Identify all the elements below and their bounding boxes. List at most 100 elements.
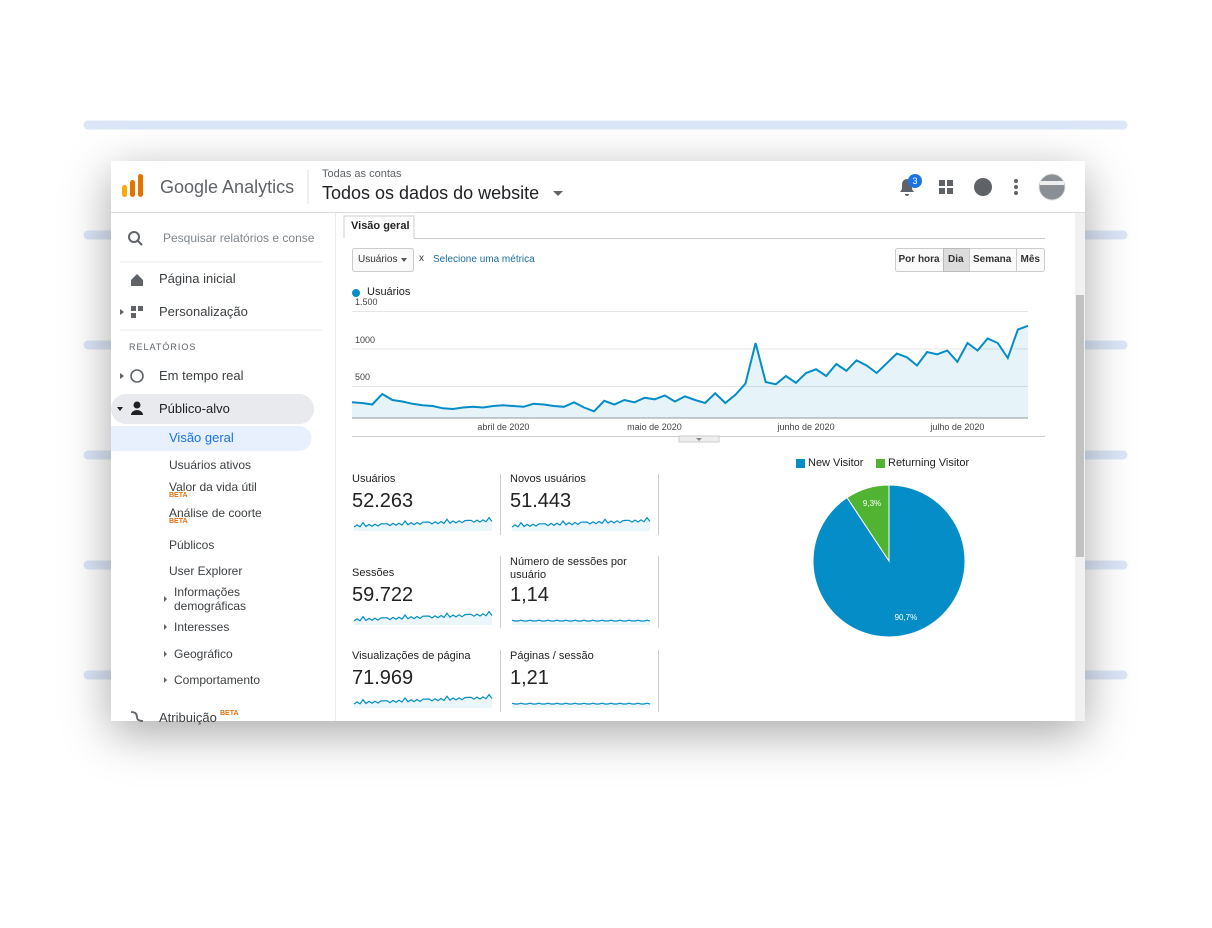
metric-dropdown[interactable] (352, 248, 414, 272)
line (351, 324, 1029, 413)
metric-label: Páginas / sessão (510, 650, 594, 663)
breadcrumb[interactable]: Todas as contas (322, 168, 402, 181)
sparkline (511, 516, 651, 528)
legend-dot (352, 289, 360, 297)
more-icon[interactable] (1014, 179, 1018, 195)
attribution-icon (130, 711, 144, 722)
section-label: RELATÓRIOS (129, 341, 197, 352)
metric-value: 71.969 (352, 667, 414, 689)
nav-item[interactable]: Informações demográficas (174, 585, 247, 614)
legend-swatch (796, 459, 805, 468)
search-icon (137, 240, 143, 246)
sparkline-fill (354, 517, 492, 531)
nav-item[interactable]: Geográfico (174, 646, 233, 661)
metric-value: 59.722 (352, 584, 414, 606)
logo (130, 180, 135, 197)
nav-item[interactable]: Público-alvo (159, 401, 230, 417)
metric-value: 51.443 (510, 490, 572, 512)
search-icon[interactable] (128, 231, 140, 243)
period-button[interactable]: Por hora (898, 254, 940, 265)
help-icon[interactable] (974, 178, 992, 196)
search-input[interactable]: Pesquisar relatórios e conse (163, 230, 315, 245)
period-button[interactable]: Dia (948, 254, 964, 265)
beta-badge: BETA (220, 709, 239, 717)
add-metric[interactable]: Selecione uma métrica (433, 254, 535, 265)
nav-item[interactable]: Comportamento (174, 672, 261, 687)
clock-icon (130, 369, 144, 383)
slice-label: 90,7% (894, 612, 918, 622)
logo (122, 185, 127, 197)
nav-item[interactable]: Visão geral (169, 430, 234, 446)
nav-item[interactable]: Página inicial (159, 271, 236, 287)
metric-label: Novos usuários (510, 473, 586, 486)
metric-label: Visualizações de página (352, 650, 471, 663)
sparkline (353, 516, 493, 528)
tile-dividers (500, 474, 659, 712)
pie-slice (846, 484, 890, 563)
nav-item[interactable]: Análise de coorte (169, 505, 262, 520)
y-tick-label: 500 (355, 372, 371, 383)
brand: Google Analytics (160, 177, 295, 198)
nav-item[interactable]: Atribuição (159, 710, 217, 726)
apps-icon[interactable] (939, 180, 953, 194)
selected-item[interactable] (111, 426, 312, 451)
sparkline-fill (512, 517, 650, 531)
tab[interactable] (343, 215, 415, 238)
sparkline (511, 619, 651, 622)
tab-label[interactable]: Visão geral (351, 220, 410, 233)
metric-value: 52.263 (352, 490, 414, 512)
beta-badge: BETA (169, 491, 188, 499)
collapse-arrow[interactable] (117, 407, 123, 411)
metric-label: Número de sessões por usuário (510, 556, 627, 582)
x-tick-label: julho de 2020 (930, 421, 985, 432)
selected-section[interactable] (111, 394, 314, 424)
metric-label: Sessões (352, 567, 395, 580)
sparkline-fill (354, 611, 492, 625)
sparkline (353, 693, 493, 705)
nav-item[interactable]: Em tempo real (159, 368, 244, 384)
badge (908, 174, 922, 188)
nav-item[interactable]: User Explorer (169, 563, 243, 578)
y-tick-label: 1000 (355, 334, 376, 345)
resize-handle (696, 438, 702, 441)
slice-label: 9,3% (862, 499, 882, 509)
legend-swatch (876, 459, 885, 468)
user-icon (131, 410, 143, 415)
legend-label: Returning Visitor (888, 457, 970, 470)
beta-badge: BETA (169, 517, 188, 525)
x-tick-label: maio de 2020 (627, 421, 682, 432)
nav-item[interactable]: Interesses (174, 619, 230, 634)
period-button[interactable]: Semana (973, 254, 1012, 265)
x-tick-label: abril de 2020 (477, 421, 530, 432)
legend-label: Usuários (367, 286, 411, 299)
x-tick-label: junho de 2020 (777, 421, 835, 432)
nav-item[interactable]: Valor da vida útil (169, 479, 257, 494)
account-name[interactable]: Todos os dados do website (322, 183, 540, 204)
y-tick-label: 1.500 (355, 297, 378, 308)
metric-value: 1,21 (510, 667, 549, 689)
dropdown-arrow[interactable] (553, 191, 563, 196)
custom-icon (131, 306, 143, 318)
legend-label: New Visitor (808, 457, 864, 470)
dropdown-arrow (401, 258, 407, 262)
badge-count: 3 (912, 175, 918, 186)
nav-item[interactable]: Usuários ativos (169, 457, 252, 472)
area-fill (352, 325, 1028, 418)
sparkline (511, 702, 651, 705)
scrollbar-thumb[interactable] (1076, 295, 1084, 557)
period-button[interactable]: Mês (1020, 254, 1040, 265)
metric-select[interactable]: Usuários (358, 254, 398, 265)
avatar[interactable] (1038, 173, 1066, 201)
remove-metric[interactable]: x (419, 253, 424, 264)
sparkline (353, 610, 493, 622)
nav-item[interactable]: Personalização (159, 304, 248, 320)
logo (138, 174, 143, 197)
user-icon (133, 401, 141, 409)
metric-value: 1,14 (510, 584, 549, 606)
sparkline-fill (354, 694, 492, 708)
nav-item[interactable]: Públicos (169, 537, 215, 552)
metric-label: Usuários (352, 473, 396, 486)
home-icon (131, 274, 143, 286)
